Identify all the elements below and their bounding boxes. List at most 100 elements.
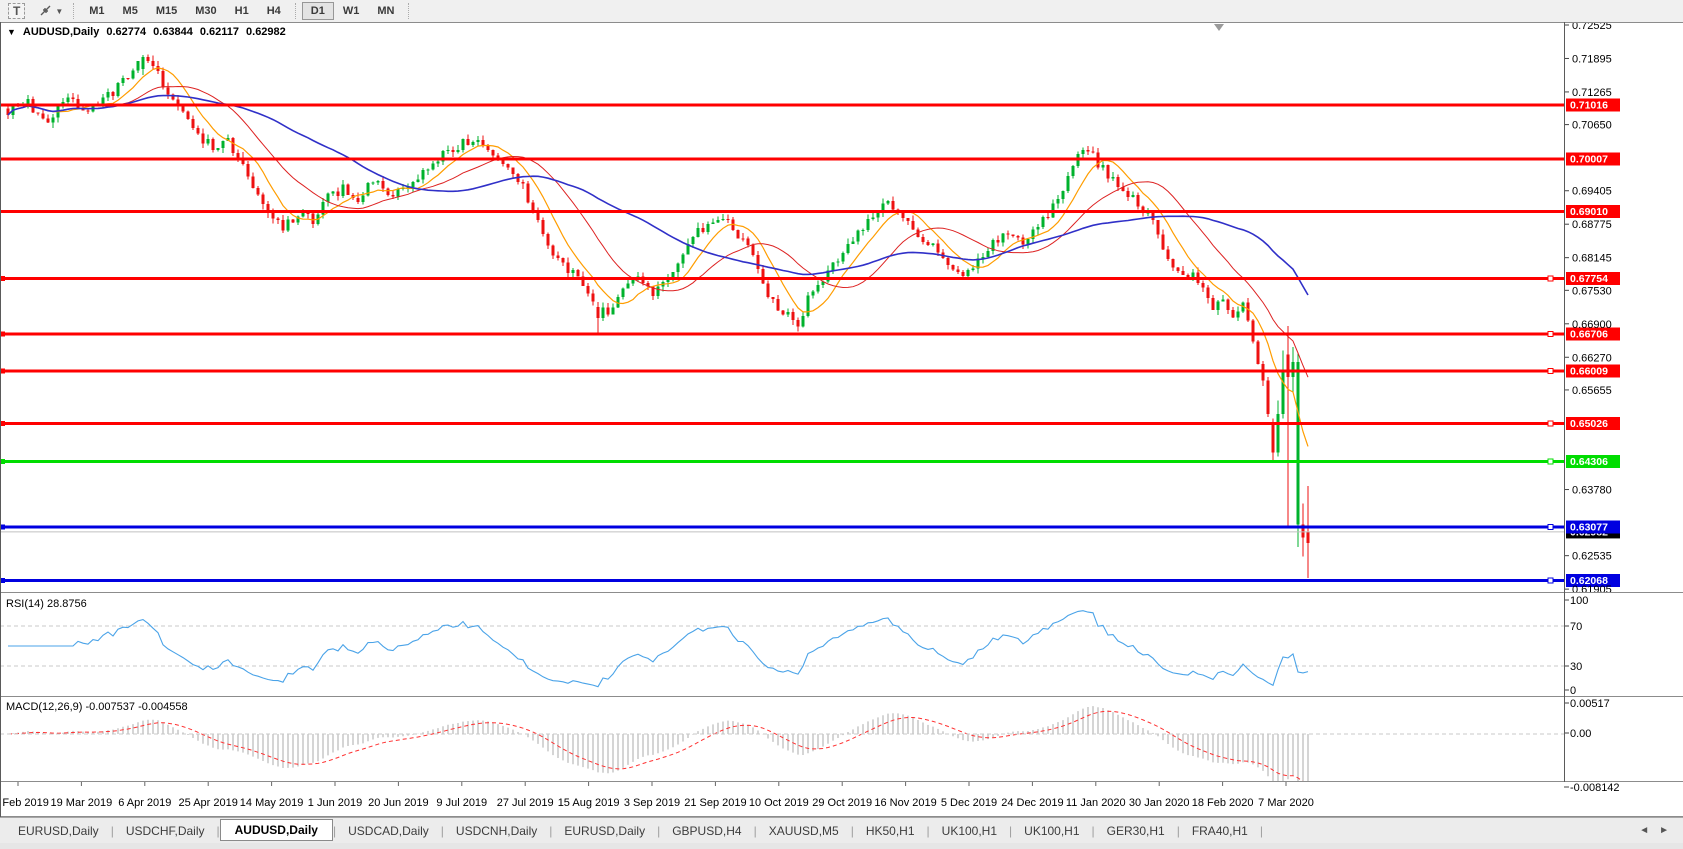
tab-uk100-h1[interactable]: UK100,H1 xyxy=(1024,823,1080,838)
svg-text:30: 30 xyxy=(1570,661,1582,673)
svg-text:9 Jul 2019: 9 Jul 2019 xyxy=(436,797,487,809)
timeframe-button-w1[interactable]: W1 xyxy=(342,5,360,17)
tab-hk50-h1[interactable]: HK50,H1 xyxy=(865,823,915,838)
timeframe-button-h1[interactable]: H1 xyxy=(234,5,249,17)
price-axis[interactable]: 0.72525 0.71895 0.71265 0.70650 0.69405 0.687… xyxy=(1564,22,1612,596)
timeframe-button-m30[interactable]: M30 xyxy=(195,5,217,17)
svg-text:5 Dec 2019: 5 Dec 2019 xyxy=(941,797,997,809)
svg-text:0.65655: 0.65655 xyxy=(1572,385,1612,397)
candles-layer xyxy=(6,54,1310,578)
chart-dropdown-icon[interactable]: ▼ xyxy=(7,27,16,37)
svg-text:28 Feb 2019: 28 Feb 2019 xyxy=(0,797,49,809)
svg-text:70: 70 xyxy=(1570,621,1582,633)
text-tool-icon: T xyxy=(8,3,26,19)
svg-text:15 Aug 2019: 15 Aug 2019 xyxy=(558,797,620,809)
tab-scroll-right-icon[interactable]: ► xyxy=(1659,825,1669,836)
svg-text:1 Jun 2019: 1 Jun 2019 xyxy=(308,797,362,809)
svg-text:0.68775: 0.68775 xyxy=(1572,219,1612,231)
svg-text:0.69010: 0.69010 xyxy=(1570,206,1608,218)
chart-title: ▼ AUDUSD,Daily 0.62774 0.63844 0.62117 0… xyxy=(7,26,286,38)
crosshair-arrows-icon xyxy=(40,5,51,16)
svg-text:30 Jan 2020: 30 Jan 2020 xyxy=(1129,797,1190,809)
svg-text:0.68145: 0.68145 xyxy=(1572,253,1612,265)
svg-text:0.65026: 0.65026 xyxy=(1570,418,1608,430)
svg-text:0.66706: 0.66706 xyxy=(1570,329,1608,341)
svg-text:0.63077: 0.63077 xyxy=(1570,521,1608,533)
timeframe-button-m1[interactable]: M1 xyxy=(89,5,105,17)
tab-eurusd-daily[interactable]: EURUSD,Daily xyxy=(564,823,646,838)
tab-separator: | xyxy=(1176,823,1180,838)
rsi-line xyxy=(8,610,1309,688)
svg-text:0: 0 xyxy=(1570,685,1576,697)
tab-separator: | xyxy=(1091,823,1095,838)
svg-text:0.64306: 0.64306 xyxy=(1570,456,1608,468)
svg-text:19 Mar 2019: 19 Mar 2019 xyxy=(51,797,113,809)
timeframe-buttons: M1 M5 M15 M30 H1 H4 D1 W1 MN xyxy=(80,2,403,20)
svg-text:0.00: 0.00 xyxy=(1570,728,1591,740)
tab-usdchf-daily[interactable]: USDCHF,Daily xyxy=(125,823,205,838)
text-tool-button[interactable]: T xyxy=(3,1,30,21)
svg-text:0.71016: 0.71016 xyxy=(1570,100,1608,112)
chart-canvas[interactable]: 0.62982 0.71016 0.70007 0.69010 0.67754 0.667… xyxy=(0,22,1683,817)
chart-shift-marker xyxy=(1214,24,1224,31)
svg-text:100: 100 xyxy=(1570,595,1588,607)
svg-text:16 Nov 2019: 16 Nov 2019 xyxy=(874,797,936,809)
tab-usdcad-daily[interactable]: USDCAD,Daily xyxy=(348,823,429,838)
timeframe-button-m15[interactable]: M15 xyxy=(155,5,178,17)
svg-text:21 Sep 2019: 21 Sep 2019 xyxy=(684,797,746,809)
svg-text:10 Oct 2019: 10 Oct 2019 xyxy=(749,797,809,809)
svg-text:11 Jan 2020: 11 Jan 2020 xyxy=(1066,797,1126,809)
ma-line-8 xyxy=(7,67,1309,447)
tab-separator: | xyxy=(216,823,220,838)
svg-text:6 Apr 2019: 6 Apr 2019 xyxy=(118,797,171,809)
horizontal-lines[interactable]: 0.71016 0.70007 0.69010 0.67754 0.66706 0.660… xyxy=(0,98,1620,587)
tab-separator: | xyxy=(332,823,337,838)
toolbar-separator xyxy=(73,3,75,19)
timeframe-button-h4[interactable]: H4 xyxy=(266,5,281,17)
svg-text:0.66900: 0.66900 xyxy=(1572,319,1612,331)
svg-text:29 Oct 2019: 29 Oct 2019 xyxy=(812,797,872,809)
svg-text:0.71265: 0.71265 xyxy=(1572,87,1612,99)
timeframe-button-d1[interactable]: D1 xyxy=(301,2,334,20)
rsi-indicator-label: RSI(14) 28.8756 xyxy=(6,598,87,610)
tab-scroll-arrows: ◄ ► xyxy=(1639,825,1669,836)
svg-text:25 Apr 2019: 25 Apr 2019 xyxy=(179,797,238,809)
top-toolbar: T ▼ M1 M5 M15 M30 H1 H4 D1 W1 MN xyxy=(0,0,1683,22)
tab-gbpusd-h4[interactable]: GBPUSD,H4 xyxy=(672,823,742,838)
tab-fra40-h1[interactable]: FRA40,H1 xyxy=(1191,823,1248,838)
svg-text:-0.008142: -0.008142 xyxy=(1570,782,1620,794)
tab-ger30-h1[interactable]: GER30,H1 xyxy=(1106,823,1165,838)
cursor-mode-button[interactable]: ▼ xyxy=(33,1,68,21)
svg-text:0.66270: 0.66270 xyxy=(1572,352,1612,364)
svg-text:7 Mar 2020: 7 Mar 2020 xyxy=(1258,797,1314,809)
rsi-level-lines xyxy=(0,625,1564,667)
svg-text:20 Jun 2019: 20 Jun 2019 xyxy=(368,797,429,809)
svg-text:0.62068: 0.62068 xyxy=(1570,575,1608,587)
tab-uk100-h1[interactable]: UK100,H1 xyxy=(941,823,998,838)
ohlc-open: 0.62774 xyxy=(106,26,147,38)
macd-signal-line xyxy=(7,710,1304,781)
timeframe-button-mn[interactable]: MN xyxy=(377,5,395,17)
svg-text:27 Jul 2019: 27 Jul 2019 xyxy=(497,797,554,809)
tab-eurusd-daily[interactable]: EURUSD,Daily xyxy=(18,823,99,838)
tab-usdcnh-daily[interactable]: USDCNH,Daily xyxy=(455,823,538,838)
status-strip xyxy=(0,843,1683,849)
panel-borders xyxy=(0,22,1683,817)
ohlc-high: 0.63844 xyxy=(153,26,193,38)
tab-scroll-left-icon[interactable]: ◄ xyxy=(1639,825,1650,836)
svg-text:24 Dec 2019: 24 Dec 2019 xyxy=(1001,797,1063,809)
tab-separator: | xyxy=(926,823,930,838)
svg-text:0.00517: 0.00517 xyxy=(1570,698,1610,710)
chart-symbol-label: AUDUSD,Daily xyxy=(22,26,100,38)
svg-text:0.72525: 0.72525 xyxy=(1572,22,1612,32)
tab-separator: | xyxy=(1009,823,1013,838)
ohlc-close: 0.62982 xyxy=(246,26,286,38)
svg-text:14 May 2019: 14 May 2019 xyxy=(240,797,304,809)
tab-audusd-daily[interactable]: AUDUSD,Daily xyxy=(219,818,333,841)
tab-separator: | xyxy=(110,823,114,838)
svg-text:0.70650: 0.70650 xyxy=(1572,120,1612,132)
timeframe-button-m5[interactable]: M5 xyxy=(122,5,138,17)
svg-text:0.63780: 0.63780 xyxy=(1572,485,1612,497)
tab-xauusd-m5[interactable]: XAUUSD,M5 xyxy=(768,823,839,838)
